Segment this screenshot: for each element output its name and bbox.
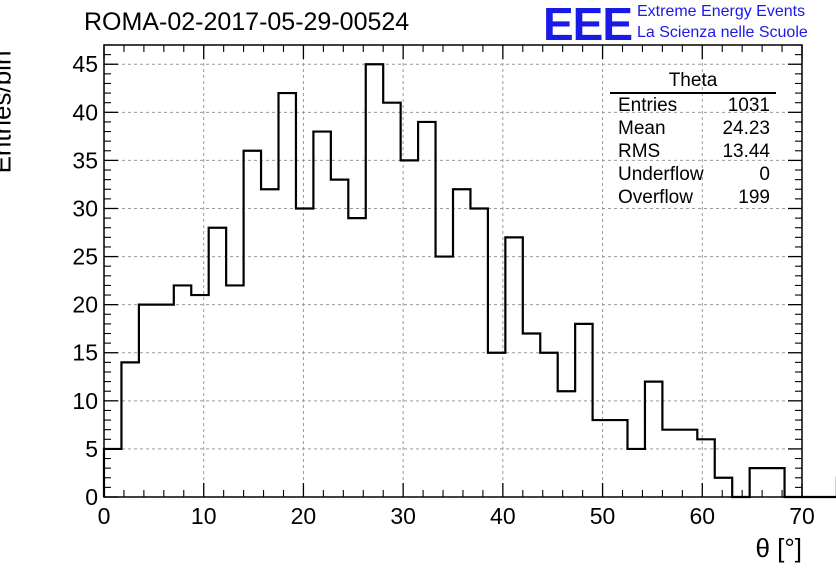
x-tick-label: 50 xyxy=(590,503,616,529)
stats-value: 0 xyxy=(759,164,770,185)
y-tick-label: 30 xyxy=(72,195,98,221)
y-tick-label: 15 xyxy=(72,340,98,366)
x-tick-label: 70 xyxy=(789,503,815,529)
stats-value: 199 xyxy=(738,187,770,208)
histogram-bar xyxy=(575,324,592,497)
y-tick-label: 40 xyxy=(72,99,98,125)
stats-value: 1031 xyxy=(727,95,770,116)
stats-label: RMS xyxy=(618,141,661,162)
stats-label: Mean xyxy=(618,118,666,139)
histogram-bar xyxy=(645,382,662,497)
x-tick-label: 60 xyxy=(689,503,715,529)
histogram-bar xyxy=(401,160,418,497)
histogram-bar xyxy=(662,430,679,497)
histogram-bar xyxy=(540,353,557,497)
y-tick-label: 45 xyxy=(72,51,98,77)
y-tick-label: 35 xyxy=(72,147,98,173)
histogram-bar xyxy=(366,64,383,497)
histogram-bar xyxy=(296,208,313,497)
stats-label: Entries xyxy=(618,95,678,116)
stats-row: Entries 1031 xyxy=(610,94,776,117)
stats-title: Theta xyxy=(610,70,776,94)
histogram-bar xyxy=(279,93,296,497)
histogram-bar xyxy=(244,151,261,497)
histogram-bar xyxy=(331,180,348,497)
histogram-bar xyxy=(628,449,645,497)
stats-row: Underflow 0 xyxy=(610,163,776,186)
histogram-bar xyxy=(610,420,627,497)
histogram-bar xyxy=(383,103,400,497)
histogram-bar xyxy=(453,189,470,497)
y-tick-label: 25 xyxy=(72,244,98,270)
histogram-bar xyxy=(750,468,767,497)
histogram-bar xyxy=(436,257,453,497)
plot-frame xyxy=(103,44,803,498)
y-axis-label: Entries/bin xyxy=(0,50,17,174)
stats-box: Theta Entries 1031 Mean 24.23 RMS 13.44 … xyxy=(610,70,776,209)
histogram-bar xyxy=(697,439,714,497)
histogram-bar xyxy=(715,478,732,497)
y-tick-label: 20 xyxy=(72,292,98,318)
logo-text-line1: Extreme Energy Events xyxy=(637,3,806,20)
x-tick-label: 10 xyxy=(191,503,217,529)
y-tick-label: 10 xyxy=(72,388,98,414)
x-tick-label: 20 xyxy=(291,503,317,529)
stats-value: 13.44 xyxy=(722,141,770,162)
logo-text-line2: La Scienza nelle Scuole xyxy=(637,24,808,41)
histogram-bar xyxy=(593,420,610,497)
histogram-bar xyxy=(488,353,505,497)
histogram-bar xyxy=(348,218,365,497)
histogram-bar xyxy=(156,305,173,497)
histogram-bar xyxy=(209,228,226,497)
histogram-bar xyxy=(226,285,243,497)
y-tick-label: 5 xyxy=(85,436,98,462)
histogram-bar xyxy=(523,334,540,497)
stats-value: 24.23 xyxy=(722,118,770,139)
histogram-bar xyxy=(558,391,575,497)
histogram-bar xyxy=(174,285,191,497)
y-tick-label: 0 xyxy=(85,484,98,510)
histogram-bar xyxy=(261,189,278,497)
histogram-bar xyxy=(418,122,435,497)
chart-title: ROMA-02-2017-05-29-00524 xyxy=(84,8,410,36)
stats-label: Overflow xyxy=(618,187,693,208)
stats-label: Underflow xyxy=(618,164,704,185)
histogram-bar xyxy=(313,132,330,497)
histogram-bar xyxy=(505,237,522,497)
stats-row: RMS 13.44 xyxy=(610,140,776,163)
histogram-bar xyxy=(470,208,487,497)
histogram-bar xyxy=(139,305,156,497)
x-axis-label: θ [°] xyxy=(755,533,802,563)
histogram-bar xyxy=(680,430,697,497)
eee-logo: EEE xyxy=(543,0,633,50)
x-tick-label: 30 xyxy=(390,503,416,529)
x-tick-label: 0 xyxy=(98,503,111,529)
histogram-bar xyxy=(104,449,121,497)
stats-row: Mean 24.23 xyxy=(610,117,776,140)
stats-row: Overflow 199 xyxy=(610,186,776,209)
histogram-bar xyxy=(191,295,208,497)
histogram-bar xyxy=(121,362,138,497)
x-tick-label: 40 xyxy=(490,503,516,529)
